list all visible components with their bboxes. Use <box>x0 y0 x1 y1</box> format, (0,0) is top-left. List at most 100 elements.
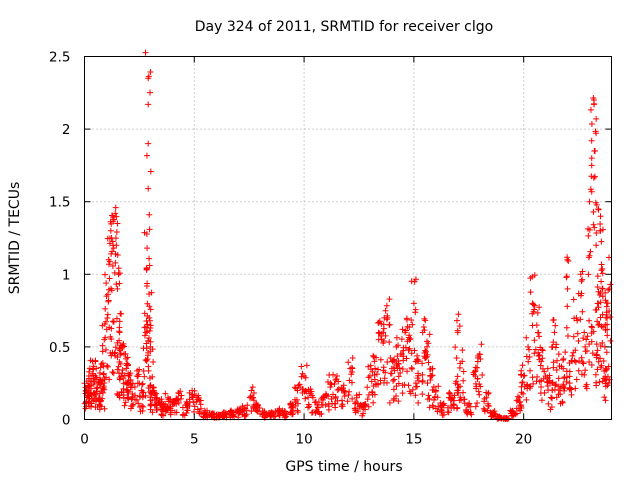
data-point <box>530 380 537 387</box>
data-point <box>599 293 606 300</box>
data-point <box>108 325 115 332</box>
data-point <box>147 69 154 76</box>
data-point <box>516 394 523 401</box>
data-point <box>99 360 106 367</box>
data-point <box>149 373 156 380</box>
data-point <box>399 326 406 333</box>
data-point <box>457 394 464 401</box>
data-point <box>553 394 560 401</box>
data-point <box>105 298 112 305</box>
data-point <box>602 327 609 334</box>
data-point <box>402 329 409 336</box>
data-point <box>485 402 492 409</box>
data-point <box>248 408 255 415</box>
data-point <box>428 372 435 379</box>
data-point <box>141 310 148 317</box>
data-point <box>146 314 153 321</box>
data-point-peak <box>597 227 604 234</box>
data-point <box>372 365 379 372</box>
data-point <box>577 271 584 278</box>
data-point <box>536 304 543 311</box>
data-point <box>537 362 544 369</box>
data-point <box>136 366 143 373</box>
data-point <box>375 319 382 326</box>
data-point <box>340 387 347 394</box>
data-point <box>518 404 525 411</box>
data-point <box>162 390 169 397</box>
data-point <box>377 377 384 384</box>
data-point <box>526 346 533 353</box>
data-point <box>474 364 481 371</box>
data-point <box>574 330 581 337</box>
data-point <box>582 343 589 350</box>
data-point <box>597 299 604 306</box>
data-point <box>580 360 587 367</box>
data-point <box>162 408 169 415</box>
data-point <box>143 340 150 347</box>
data-point <box>563 274 570 281</box>
data-point <box>588 338 595 345</box>
data-point <box>386 339 393 346</box>
data-point-peak <box>114 220 121 227</box>
data-point <box>409 386 416 393</box>
data-point <box>597 355 604 362</box>
data-point <box>560 365 567 372</box>
data-point-peak <box>147 325 154 332</box>
data-point <box>160 412 167 419</box>
data-point <box>116 324 123 331</box>
data-point <box>586 341 593 348</box>
data-point <box>106 275 113 282</box>
data-point <box>371 391 378 398</box>
data-point <box>137 393 144 400</box>
data-point <box>107 227 114 234</box>
data-point <box>595 358 602 365</box>
data-point <box>108 335 115 342</box>
data-point <box>424 380 431 387</box>
data-point <box>565 257 572 264</box>
data-point <box>151 394 158 401</box>
data-point <box>599 378 606 385</box>
data-point <box>293 396 300 403</box>
x-tick-label: 20 <box>515 432 532 448</box>
data-point <box>368 378 375 385</box>
data-point <box>382 332 389 339</box>
data-point <box>483 394 490 401</box>
data-point <box>460 396 467 403</box>
data-point <box>102 318 109 325</box>
data-point <box>573 314 580 321</box>
data-point <box>419 391 426 398</box>
data-point <box>129 390 136 397</box>
data-point <box>430 397 437 404</box>
data-point <box>99 322 106 329</box>
data-point <box>287 408 294 415</box>
data-point <box>460 368 467 375</box>
data-point <box>197 405 204 412</box>
data-point <box>526 354 533 361</box>
data-point <box>404 368 411 375</box>
data-point <box>397 351 404 358</box>
data-point <box>356 391 363 398</box>
data-point <box>403 355 410 362</box>
data-point <box>588 137 595 144</box>
data-point <box>155 399 162 406</box>
data-point <box>325 400 332 407</box>
x-axis: 0 5 10 15 20 <box>80 56 532 448</box>
data-point <box>147 382 154 389</box>
data-point <box>318 401 325 408</box>
data-point <box>364 396 371 403</box>
data-point <box>305 401 312 408</box>
data-point <box>485 390 492 397</box>
data-point <box>144 352 151 359</box>
data-point <box>190 399 197 406</box>
data-point <box>599 270 606 277</box>
data-point <box>332 400 339 407</box>
data-point <box>383 316 390 323</box>
data-point <box>405 347 412 354</box>
data-point <box>439 412 446 419</box>
x-tick-label: 5 <box>190 432 199 448</box>
data-point <box>143 283 150 290</box>
data-point <box>536 378 543 385</box>
data-point <box>146 226 153 233</box>
data-point <box>119 367 126 374</box>
data-point <box>591 173 598 180</box>
